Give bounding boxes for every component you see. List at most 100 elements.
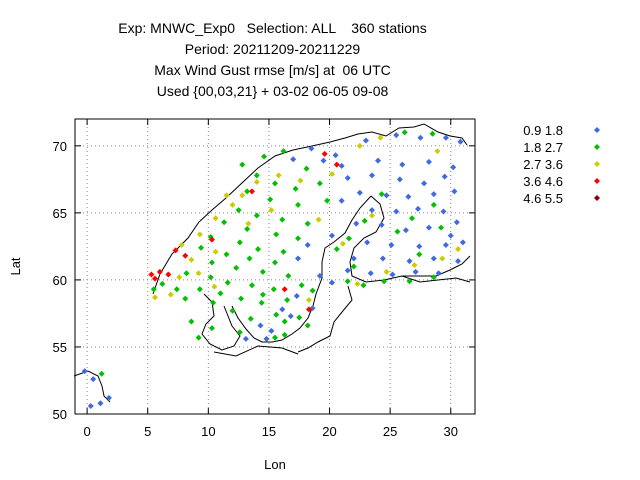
data-point — [167, 291, 174, 298]
data-point — [440, 208, 447, 215]
data-point — [421, 180, 428, 187]
data-point — [207, 274, 214, 281]
data-point — [275, 172, 282, 179]
data-point — [182, 252, 189, 259]
data-point — [172, 247, 179, 254]
data-point — [364, 239, 371, 246]
data-point — [236, 239, 243, 246]
data-point — [211, 283, 218, 290]
data-point — [333, 246, 340, 253]
legend-marker — [594, 195, 600, 201]
data-point — [245, 220, 252, 227]
data-point — [273, 231, 280, 238]
data-point — [253, 179, 260, 186]
data-point — [328, 170, 335, 177]
data-point — [208, 259, 215, 266]
data-point — [328, 279, 335, 286]
data-point — [196, 286, 203, 293]
chart-title-line-1: Exp: MNWC_Exp0 Selection: ALL 360 statio… — [118, 20, 427, 36]
data-point — [354, 280, 361, 287]
data-point — [233, 264, 240, 271]
data-point — [210, 299, 217, 306]
legend-label: 1.8 2.7 — [523, 140, 563, 155]
data-point — [287, 313, 294, 320]
data-point — [316, 272, 323, 279]
plot-frame — [74, 118, 476, 415]
x-tick-label: 0 — [84, 424, 91, 439]
data-point — [451, 188, 458, 195]
data-point — [281, 286, 288, 293]
data-point — [406, 258, 413, 265]
data-point — [381, 278, 388, 285]
legend-marker — [594, 144, 600, 150]
data-point — [173, 286, 180, 293]
chart-title-line-3: Max Wind Gust rmse [m/s] at 06 UTC — [154, 62, 391, 78]
data-point — [105, 394, 112, 401]
data-point — [430, 191, 437, 198]
data-point — [212, 248, 219, 255]
data-point — [81, 368, 88, 375]
data-point — [248, 282, 255, 289]
coastline-bothnia-sweden — [231, 195, 372, 343]
data-point — [159, 280, 166, 287]
data-point — [224, 279, 231, 286]
data-point — [198, 244, 205, 251]
data-point — [338, 197, 345, 204]
data-point — [267, 196, 274, 203]
data-point — [453, 219, 460, 226]
legend-marker — [594, 178, 600, 184]
data-point — [165, 271, 172, 278]
data-point — [290, 156, 297, 163]
x-tick-label: 15 — [262, 424, 276, 439]
data-point — [360, 282, 367, 289]
data-point — [368, 207, 375, 214]
data-point — [295, 255, 302, 262]
data-point — [229, 201, 236, 208]
data-point — [315, 216, 322, 223]
data-point — [284, 297, 291, 304]
data-point — [152, 275, 158, 282]
data-point — [429, 130, 436, 137]
data-point — [208, 325, 215, 332]
data-point — [316, 180, 323, 187]
data-point — [415, 205, 422, 212]
coastline-baltic-east — [297, 285, 353, 353]
data-point — [292, 185, 299, 192]
y-tick-label: 70 — [53, 139, 67, 154]
data-point — [268, 207, 275, 214]
data-point — [90, 376, 97, 383]
x-axis-label: Lon — [264, 457, 286, 472]
data-point — [356, 189, 363, 196]
data-point — [255, 246, 262, 253]
data-point — [280, 148, 287, 155]
data-point — [150, 286, 157, 293]
data-point — [328, 232, 335, 239]
data-point — [259, 268, 266, 275]
data-point — [253, 172, 260, 179]
data-point — [246, 255, 253, 262]
axes: 0 5 10 15 20 25 30 50 55 60 65 70 Lon Lat — [8, 119, 475, 472]
data-point — [362, 137, 369, 144]
chart-title-line-2: Period: 20211209-20211229 — [184, 41, 361, 57]
data-point — [236, 329, 243, 336]
data-point — [208, 236, 215, 243]
data-point — [304, 322, 311, 329]
data-point — [411, 262, 418, 269]
coastline-bothnia-finland — [349, 195, 471, 283]
data-point — [304, 220, 311, 227]
y-tick-label: 60 — [53, 273, 67, 288]
coastline-north-sea — [73, 370, 111, 403]
data-point — [223, 192, 230, 199]
data-point — [396, 176, 403, 183]
data-point — [345, 235, 352, 242]
data-point — [296, 314, 303, 321]
data-point — [261, 153, 268, 160]
data-point — [221, 219, 228, 226]
data-point — [259, 291, 266, 298]
data-point — [338, 162, 345, 169]
data-point — [273, 311, 280, 318]
data-point — [305, 297, 312, 304]
coastline-southern-baltic — [213, 345, 299, 357]
data-point — [217, 290, 224, 297]
data-point — [253, 212, 260, 219]
